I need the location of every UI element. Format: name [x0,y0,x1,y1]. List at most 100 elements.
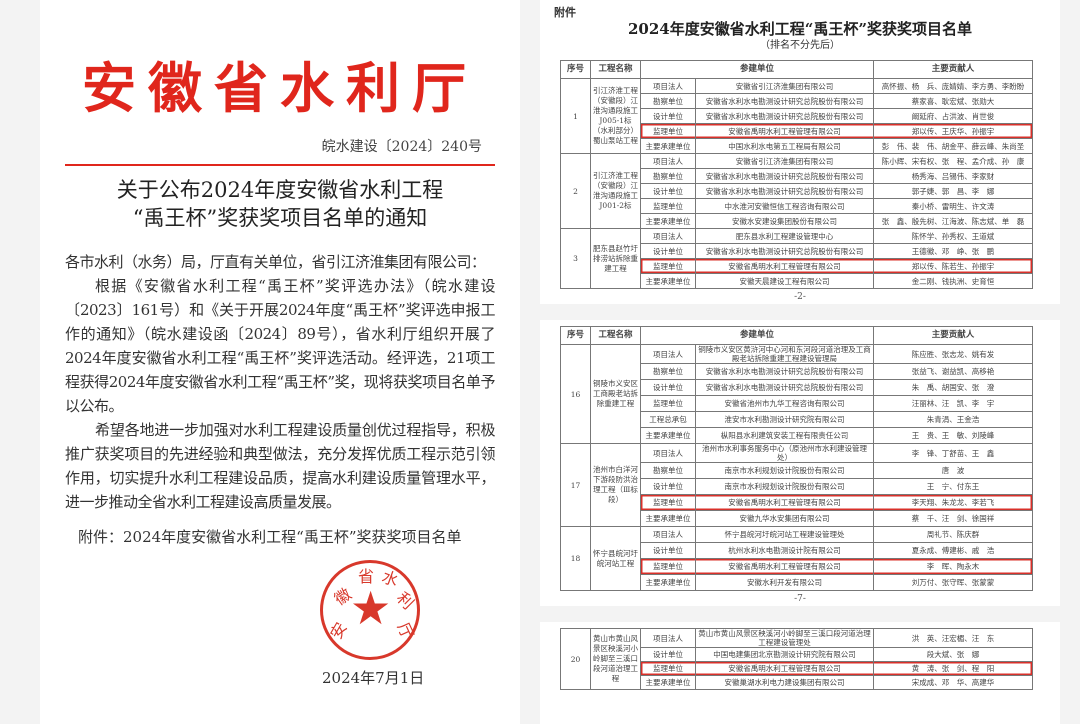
contributors: 黄 涛、张 剑、程 阳 [873,661,1033,676]
table-row: 勘察单位 南京市水利规划设计院股份有限公司唐 波 [561,462,1034,479]
participant-unit: 安徽省禹明水利工程管理有限公司 [694,558,875,575]
contributors: 陈应胜、张志龙、姚有发 [873,344,1034,364]
contributors: 汪丽林、汪 凯、李 宇 [873,395,1034,412]
project-name: 怀宁县皖河圩皖河站工程 [590,526,641,591]
column-header: 主要贡献人 [873,60,1034,79]
issue-date: 2024年7月1日 [322,669,425,687]
participant-role: 勘察单位 [640,363,696,380]
contributors: 夏永成、傅建彬、戚 浩 [873,542,1034,559]
participant-role: 勘察单位 [640,93,696,109]
project-number: 2 [560,153,591,229]
table-row: 主要承建单位 安徽巢湖水利电力建设集团有限公司 宋成成、邓 华、高建华 [561,675,1033,690]
participant-unit: 安徽省禹明水利工程管理有限公司 [694,123,875,139]
table-row: 3 肥东县赵竹圩排涝站拆除重建工程 项目法人 肥东县水利工程建设管理中心 陈怀学、孙秀权… [560,228,1034,289]
project-number: 16 [560,344,591,444]
participant-unit: 黄山市黄山风景区秧溪河小岭脚至三溪口段河道治理工程建设管理处 [695,628,874,648]
participant-unit: 安徽天晨建设工程有限公司 [694,273,875,289]
contributors: 阚延府、占洪波、肖世俊 [873,108,1034,124]
award-table: 序号 工程名称 参建单位 主要贡献人 1 引江济淮工程（安徽段）江淮沟通段施工J005-1… [560,60,1034,289]
project-number: 20 [560,628,591,690]
table-row: 勘察单位 安徽省水利水电勘测设计研究总院股份有限公司 张益飞、谢益凯、高移艳 [561,363,1034,380]
participant-unit: 中国水利水电第五工程局有限公司 [694,138,875,154]
participant-unit: 安徽九华水安集团有限公司 [694,510,875,527]
contributors: 陈小辉、宋有权、张 程、孟介成、孙 康 [873,153,1034,169]
contributors: 秦小桥、雷明生、许文涛 [873,198,1034,214]
participant-unit: 安徽省池州市九华工程咨询有限公司 [694,395,875,412]
contributors: 金二刚、钱执洲、史育恒 [873,273,1034,289]
table-row: 监理单位 安徽省禹明水利工程管理有限公司李 晖、陶永木 [561,558,1034,575]
contributors: 郭子婕、郭 昌、李 娜 [873,183,1034,199]
contributors: 朱 禹、胡国安、张 澄 [873,379,1034,396]
table-row: 20 黄山市黄山风景区秧溪河小岭脚至三溪口段河道治理工程 项目法人 黄山市黄山风景区秧… [560,628,1033,690]
participant-unit: 安徽水安建设集团股份有限公司 [694,213,875,229]
participant-unit: 安徽省禹明水利工程管理有限公司 [695,661,874,676]
participant-unit: 枞阳县水利建筑安装工程有限责任公司 [694,427,875,444]
participant-role: 监理单位 [640,123,696,139]
participant-role: 设计单位 [640,183,696,199]
participant-role: 监理单位 [640,558,696,575]
project-name: 引江济淮工程（安徽段）江淮沟通段施工J001-2标 [590,153,641,229]
participant-unit: 安徽省禹明水利工程管理有限公司 [694,258,875,274]
participant-role: 主要承建单位 [640,273,696,289]
participant-role: 勘察单位 [640,168,696,184]
project-name: 引江济淮工程（安徽段）江淮沟通段施工J005-1标（水利部分）蜀山泵站工程 [590,78,641,154]
document-number: 皖水建设〔2024〕240号 [321,139,482,155]
table-row: 监理单位 安徽省池州市九华工程咨询有限公司 汪丽林、汪 凯、李 宇 [561,395,1034,412]
column-header: 工程名称 [590,60,641,79]
participant-role: 主要承建单位 [640,574,696,591]
participant-role: 监理单位 [640,661,696,676]
contributors: 高怀振、杨 兵、庞婧婧、李方勇、李盼盼 [873,78,1034,94]
contributors: 陈怀学、孙秀权、王道斌 [873,228,1034,244]
project-number: 3 [560,228,591,289]
contributors: 段大斌、张 娜 [873,647,1033,662]
participant-unit: 安徽省水利水电勘测设计研究总院股份有限公司 [694,243,875,259]
table-row: 主要承建单位 枞阳县水利建筑安装工程有限责任公司王 贵、王 敏、刘陵峰 [561,427,1034,444]
table-row: 监理单位 安徽省禹明水利工程管理有限公司黄 涛、张 剑、程 阳 [561,661,1033,676]
table-row: 主要承建单位 中国水利水电第五工程局有限公司彭 伟、裴 伟、胡金平、薛云峰、朱尚圣 [561,138,1034,154]
table-row: 勘察单位 安徽省水利水电勘测设计研究总院股份有限公司 蔡家喜、耿宏斌、张勋大 [561,93,1034,109]
paragraph-2: 希望各地进一步加强对水利工程建设质量创优过程指导，积极推广获奖项目的先进经验和典… [65,421,496,511]
table-row: 监理单位 安徽省禹明水利工程管理有限公司 郑以传、王庆华、孙振宇 [561,123,1034,139]
participant-unit: 安徽省水利水电勘测设计研究总院股份有限公司 [694,183,875,199]
attachment-note: 附件：2024年度安徽省水利工程“禹王杯”奖获奖项目名单 [78,528,462,546]
participant-unit: 淮安市水利勘测设计研究院有限公司 [694,411,875,428]
contributors: 唐 波 [873,462,1034,479]
participant-unit: 池州市水利事务服务中心（原池州市水利建设管理处） [694,443,875,463]
title-line-1: 关于公布2024年度安徽省水利工程 [116,178,444,202]
table-row: 17 池州市白洋河下游段防洪治理工程（Ⅲ标段） 项目法人 池州市水利事务服务中心（原池… [560,443,1034,527]
project-name: 肥东县赵竹圩排涝站拆除重建工程 [590,228,641,289]
contributors: 蔡家喜、耿宏斌、张勋大 [873,93,1034,109]
participant-unit: 安徽省禹明水利工程管理有限公司 [694,494,875,511]
participant-unit: 南京市水利规划设计院股份有限公司 [694,478,875,495]
contributors: 洪 英、汪宏楣、汪 东 [873,628,1033,648]
contributors: 张 鑫、殷先树、江海波、陈志斌、单 磊 [873,213,1034,229]
participant-unit: 安徽省引江济淮集团有限公司 [694,78,875,94]
project-name: 黄山市黄山风景区秧溪河小岭脚至三溪口段河道治理工程 [590,628,641,690]
contributors: 郑以传、陈若生、孙振宇 [873,258,1034,274]
project-number: 17 [560,443,591,527]
salutation: 各市水利（水务）局，厅直有关单位，省引江济淮集团有限公司： [65,253,486,271]
table-row: 16 铜陵市义安区工商殿老站拆除重建工程 项目法人 铜陵市义安区黄浒河中心河和东河段河… [560,344,1034,444]
table-row: 设计单位 安徽省水利水电勘测设计研究总院股份有限公司 郭子婕、郭 昌、李 娜 [561,183,1034,199]
participant-unit: 中水淮河安徽恒信工程咨询有限公司 [694,198,875,214]
participant-role: 主要承建单位 [640,675,696,690]
contributors: 王德徽、邓 峥、张 鹏 [873,243,1034,259]
column-header: 参建单位 [639,326,875,345]
participant-role: 设计单位 [640,108,696,124]
participant-role: 主要承建单位 [640,427,696,444]
contributors: 蔡 千、汪 剑、徐国祥 [873,510,1034,527]
notice-page: 安徽省水利厅 皖水建设〔2024〕240号 关于公布2024年度安徽省水利工程 … [40,0,520,724]
participant-role: 监理单位 [640,258,696,274]
page-gap [539,304,1061,320]
participant-role: 项目法人 [640,78,696,94]
participant-unit: 肥东县水利工程建设管理中心 [694,228,875,244]
participant-role: 项目法人 [640,228,696,244]
notice-body: 各市水利（水务）局，厅直有关单位，省引江济淮集团有限公司： 根据《安徽省水利工程… [60,250,500,514]
participant-unit: 安徽省水利水电勘测设计研究总院股份有限公司 [694,363,875,380]
participant-role: 设计单位 [640,243,696,259]
table-row: 设计单位 杭州水利水电勘测设计院有限公司 夏永成、傅建彬、戚 浩 [561,542,1034,559]
contributors: 彭 伟、裴 伟、胡金平、薛云峰、朱尚圣 [873,138,1034,154]
contributors: 朱青涓、王金浩 [873,411,1034,428]
participant-unit: 南京市水利规划设计院股份有限公司 [694,462,875,479]
participant-role: 监理单位 [640,494,696,511]
